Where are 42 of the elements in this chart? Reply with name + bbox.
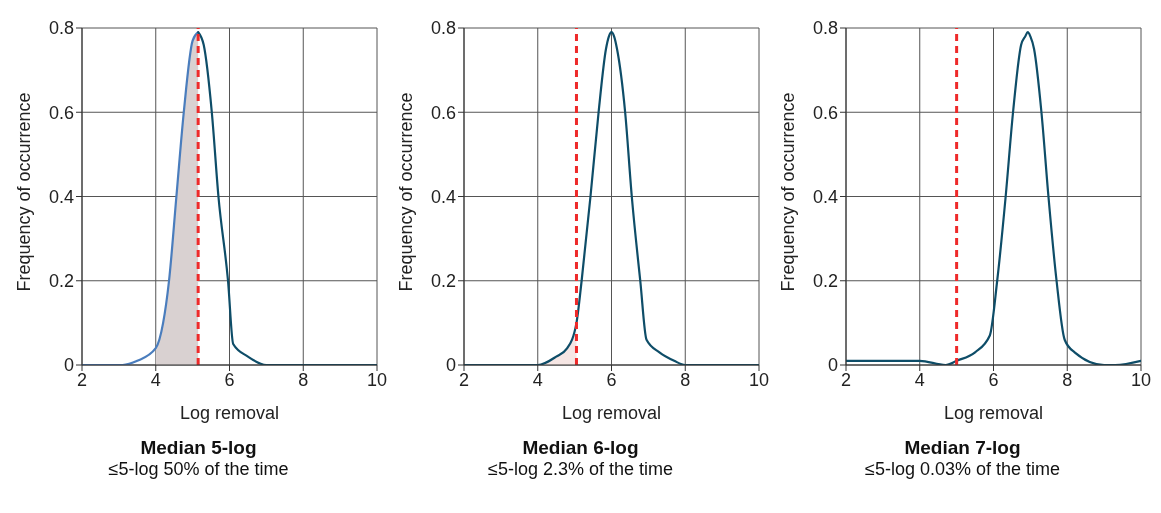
x-axis-title: Log removal [943,403,1044,423]
text: Median 5-log [140,437,257,459]
y-tick-label: 0.6 [48,102,74,123]
x-tick-label: 4 [914,369,925,390]
y-tick-label: 0 [827,355,838,376]
x-tick-label: 4 [532,369,543,390]
x-tick-label: 8 [298,369,309,390]
x-tick-label: 8 [680,369,691,390]
y-tick-label: 0.8 [430,18,456,39]
y-tick-label: 0.4 [812,186,838,207]
y-axis-title: Frequency of occurrence [14,92,35,292]
x-tick-label: 10 [748,369,770,390]
text: ≤5-log 0.03% of the time [865,459,1060,480]
y-axis-title: Frequency of occurrence [396,92,417,292]
y-tick-label: 0.2 [430,271,456,292]
y-tick-label: 0.8 [812,18,838,39]
y-tick-label: 0.6 [430,102,456,123]
x-axis-title: Log removal [179,403,280,423]
text: ≤5-log 2.3% of the time [488,459,673,480]
x-tick-label: 8 [1062,369,1073,390]
x-tick-label: 10 [366,369,388,390]
text: Median 7-log [904,437,1021,459]
y-tick-label: 0.2 [812,271,838,292]
x-tick-label: 2 [76,369,88,390]
x-tick-label: 2 [458,369,470,390]
y-tick-label: 0.6 [812,102,838,123]
x-axis-title: Log removal [561,403,662,423]
x-tick-label: 6 [988,369,999,390]
y-tick-label: 0 [445,355,456,376]
y-tick-label: 0.4 [48,186,74,207]
text: Median 6-log [522,437,639,459]
y-axis-title: Frequency of occurrence [778,92,799,292]
y-tick-label: 0.8 [48,18,74,39]
y-tick-label: 0 [63,355,74,376]
y-tick-label: 0.2 [48,271,74,292]
y-tick-label: 0.4 [430,186,456,207]
text: ≤5-log 50% of the time [108,459,289,480]
x-tick-label: 2 [840,369,852,390]
x-tick-label: 4 [150,369,161,390]
x-tick-label: 6 [606,369,617,390]
x-tick-label: 10 [1130,369,1152,390]
x-tick-label: 6 [224,369,235,390]
